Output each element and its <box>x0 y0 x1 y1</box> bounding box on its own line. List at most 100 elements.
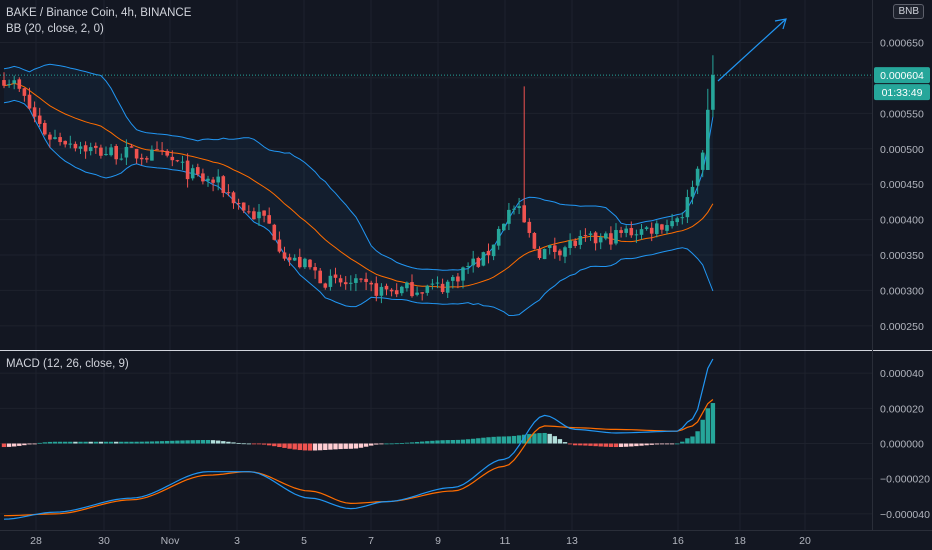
histogram-bar <box>399 443 404 444</box>
macd-histogram[interactable] <box>1 403 716 451</box>
histogram-bar <box>511 435 517 444</box>
price-tick-label: 0.000250 <box>880 321 924 333</box>
candle-body <box>231 192 236 204</box>
histogram-bar <box>384 443 389 445</box>
price-axis-labels[interactable]: 0.0006500.0006000.0005500.0005000.000450… <box>880 38 924 333</box>
candle-body <box>68 143 73 145</box>
macd-lines[interactable] <box>3 358 714 520</box>
candle-body <box>257 211 261 219</box>
macd-tick-label: −0.000020 <box>880 474 930 486</box>
histogram-bar <box>567 443 573 445</box>
histogram-bar <box>226 441 231 444</box>
histogram-bar <box>506 436 512 444</box>
candle-body <box>711 75 715 110</box>
histogram-bar <box>639 443 644 446</box>
histogram-bar <box>659 443 665 445</box>
candle-body <box>369 282 373 285</box>
candle-body <box>578 235 583 245</box>
candle-body <box>425 285 430 293</box>
candle-body <box>634 234 639 236</box>
histogram-bar <box>282 443 287 448</box>
candle-body <box>389 289 394 292</box>
histogram-bar <box>578 443 583 446</box>
candle-body <box>308 259 312 268</box>
candle-body <box>292 257 297 261</box>
trend-arrow-annotation[interactable] <box>717 18 787 82</box>
histogram-bar <box>353 443 359 449</box>
histogram-bar <box>165 440 170 444</box>
candle-body <box>73 143 78 149</box>
time-tick-label: 9 <box>435 535 441 547</box>
histogram-bar <box>261 443 267 445</box>
candle-body <box>78 146 83 149</box>
candle-body <box>94 145 98 148</box>
price-tick-label: 0.000550 <box>880 108 924 120</box>
candle-body <box>695 168 700 186</box>
candle-body <box>680 217 685 219</box>
histogram-bar <box>450 440 455 444</box>
candle-body <box>502 223 506 231</box>
time-axis-labels[interactable]: 28 30 Nov 3 5 7 9 11 13 16 18 20 <box>30 535 811 547</box>
symbol-legend[interactable]: BAKE / Binance Coin, 4h, BINANCE <box>6 7 192 19</box>
histogram-bar <box>297 443 302 451</box>
histogram-bar <box>598 443 603 447</box>
candle-body <box>415 292 419 295</box>
candle-body <box>481 252 486 266</box>
macd-tick-label: 0.000040 <box>880 368 924 380</box>
candle-body <box>298 256 302 268</box>
histogram-bar <box>312 443 318 451</box>
histogram-bar <box>588 443 593 446</box>
histogram-bar <box>73 441 78 444</box>
candle-body <box>58 137 62 143</box>
candle-body <box>568 240 572 248</box>
histogram-bar <box>685 438 690 444</box>
histogram-bar <box>200 440 206 444</box>
time-tick-label: 5 <box>301 535 307 547</box>
histogram-bar <box>608 443 614 447</box>
candle-body <box>644 227 649 229</box>
price-tick-label: 0.000350 <box>880 250 924 262</box>
histogram-bar <box>603 443 608 447</box>
candle-body <box>22 88 27 96</box>
histogram-bar <box>664 443 670 445</box>
candle-body <box>2 80 6 86</box>
histogram-bar <box>27 443 32 445</box>
macd-line <box>3 358 714 520</box>
candlestick-series[interactable] <box>2 55 715 304</box>
candle-body <box>593 232 598 244</box>
candle-body <box>420 292 424 294</box>
candle-body <box>303 258 307 268</box>
candle-body <box>537 249 542 259</box>
candle-body <box>43 122 47 135</box>
histogram-bar <box>445 440 450 444</box>
candle-body <box>12 80 16 84</box>
histogram-bar <box>542 432 547 444</box>
macd-axis-labels[interactable]: 0.000040 0.000020 0.000000 −0.000020 −0.0000… <box>880 368 930 521</box>
histogram-bar <box>154 441 160 444</box>
histogram-bar <box>690 436 695 444</box>
candle-body <box>170 156 175 161</box>
histogram-bar <box>700 419 705 444</box>
macd-legend[interactable]: MACD (12, 26, close, 9) <box>6 358 129 370</box>
candle-body <box>405 282 409 289</box>
upper-band-line <box>3 63 714 271</box>
candle-body <box>486 250 491 256</box>
histogram-bar <box>78 441 83 444</box>
candle-body <box>583 235 588 237</box>
candle-body <box>236 203 241 205</box>
histogram-bar <box>430 440 435 444</box>
histogram-bar <box>221 441 226 444</box>
candle-body <box>451 277 455 281</box>
histogram-bar <box>88 441 93 444</box>
histogram-bar <box>17 443 22 446</box>
histogram-bar <box>680 441 685 444</box>
countdown-tag <box>874 84 930 101</box>
histogram-bar <box>532 433 537 444</box>
bollinger-legend[interactable]: BB (20, close, 2, 0) <box>6 23 104 35</box>
histogram-bar <box>210 440 216 444</box>
quote-currency-badge[interactable]: BNB <box>893 4 924 19</box>
candle-body <box>196 167 200 175</box>
candle-body <box>114 146 118 160</box>
